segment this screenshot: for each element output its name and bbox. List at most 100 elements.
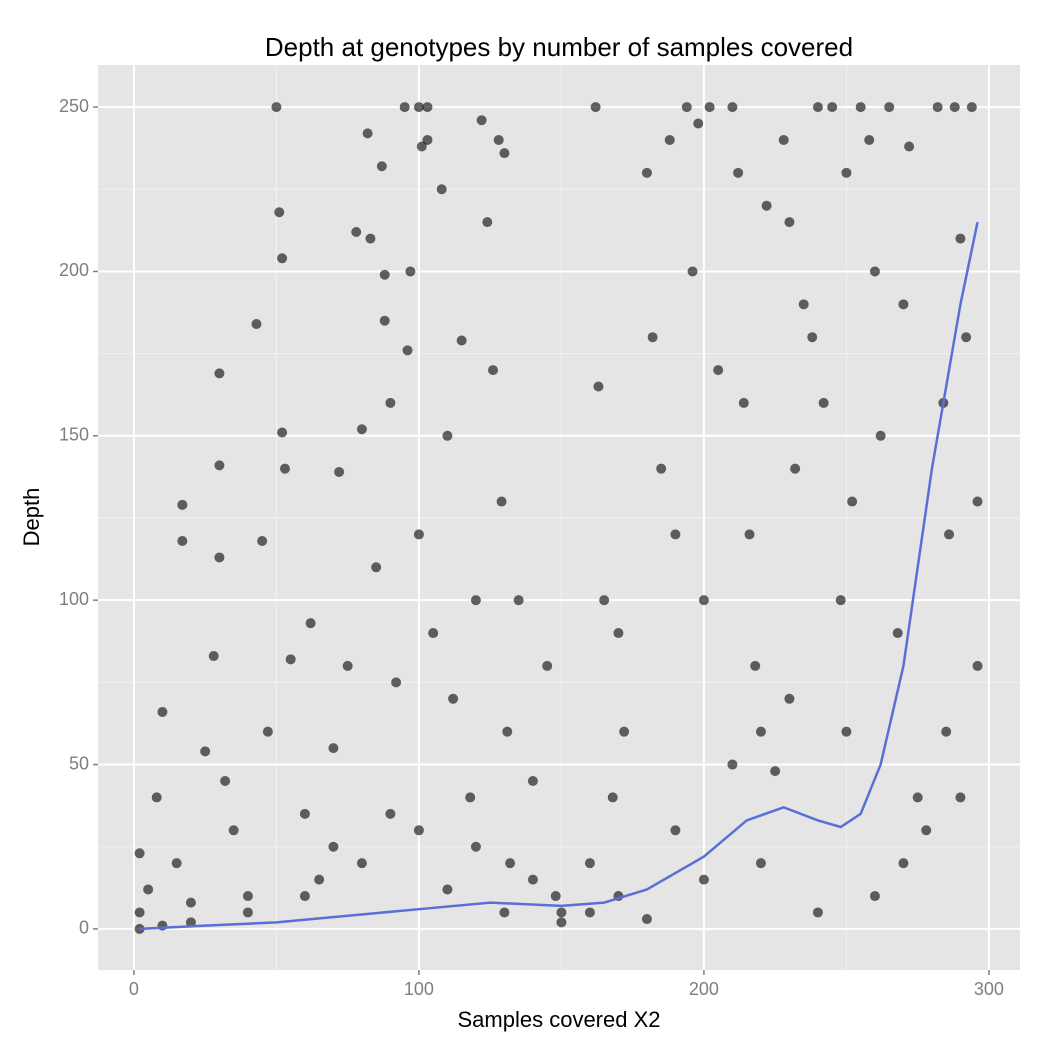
point <box>841 726 852 737</box>
point <box>698 874 709 885</box>
point <box>744 529 755 540</box>
point <box>647 332 658 343</box>
point <box>784 217 795 228</box>
point <box>827 102 838 113</box>
point <box>607 792 618 803</box>
point <box>422 134 433 145</box>
point <box>470 595 481 606</box>
point <box>177 536 188 547</box>
point <box>784 693 795 704</box>
point <box>405 266 416 277</box>
point <box>456 335 467 346</box>
point <box>493 134 504 145</box>
point <box>584 907 595 918</box>
point <box>550 891 561 902</box>
point <box>502 726 513 737</box>
point <box>151 792 162 803</box>
point <box>687 266 698 277</box>
point <box>342 660 353 671</box>
point <box>262 726 273 737</box>
point <box>727 102 738 113</box>
point <box>664 134 675 145</box>
point <box>376 161 387 172</box>
point <box>755 726 766 737</box>
point <box>214 368 225 379</box>
point <box>556 907 567 918</box>
x-tick-label: 300 <box>974 979 1004 999</box>
point <box>961 332 972 343</box>
point <box>185 917 196 928</box>
point <box>305 618 316 629</box>
point <box>277 253 288 264</box>
y-tick-label: 0 <box>79 918 89 938</box>
point <box>875 430 886 441</box>
point <box>921 825 932 836</box>
point <box>351 226 362 237</box>
point <box>356 858 367 869</box>
point <box>391 677 402 688</box>
point <box>619 726 630 737</box>
point <box>442 884 453 895</box>
y-axis-label: Depth <box>19 488 44 547</box>
point <box>798 299 809 310</box>
point <box>157 706 168 717</box>
x-tick-label: 200 <box>689 979 719 999</box>
point <box>413 529 424 540</box>
point <box>704 102 715 113</box>
point <box>932 102 943 113</box>
point <box>584 858 595 869</box>
y-tick-label: 200 <box>59 260 89 280</box>
point <box>835 595 846 606</box>
point <box>955 792 966 803</box>
point <box>670 825 681 836</box>
point <box>299 891 310 902</box>
point <box>496 496 507 507</box>
point <box>670 529 681 540</box>
point <box>884 102 895 113</box>
point <box>242 907 253 918</box>
y-tick-label: 250 <box>59 96 89 116</box>
x-tick-label: 0 <box>129 979 139 999</box>
point <box>257 536 268 547</box>
point <box>143 884 154 895</box>
point <box>656 463 667 474</box>
point <box>177 499 188 510</box>
y-tick-label: 100 <box>59 589 89 609</box>
point <box>482 217 493 228</box>
point <box>422 102 433 113</box>
smooth-line <box>139 221 979 931</box>
point <box>442 430 453 441</box>
point <box>365 233 376 244</box>
point <box>488 365 499 376</box>
point <box>693 118 704 129</box>
point <box>770 766 781 777</box>
point <box>362 128 373 139</box>
point <box>527 775 538 786</box>
point <box>413 825 424 836</box>
point <box>641 167 652 178</box>
point <box>869 266 880 277</box>
point <box>505 858 516 869</box>
point <box>242 891 253 902</box>
point <box>277 427 288 438</box>
point <box>271 102 282 113</box>
point <box>499 907 510 918</box>
point <box>641 914 652 925</box>
point <box>841 167 852 178</box>
point <box>171 858 182 869</box>
point <box>371 562 382 573</box>
point <box>214 460 225 471</box>
point <box>892 628 903 639</box>
point <box>220 775 231 786</box>
point <box>790 463 801 474</box>
point <box>847 496 858 507</box>
point <box>379 315 390 326</box>
point <box>436 184 447 195</box>
point <box>590 102 601 113</box>
point <box>527 874 538 885</box>
point <box>465 792 476 803</box>
point <box>898 858 909 869</box>
point <box>513 595 524 606</box>
point <box>299 808 310 819</box>
